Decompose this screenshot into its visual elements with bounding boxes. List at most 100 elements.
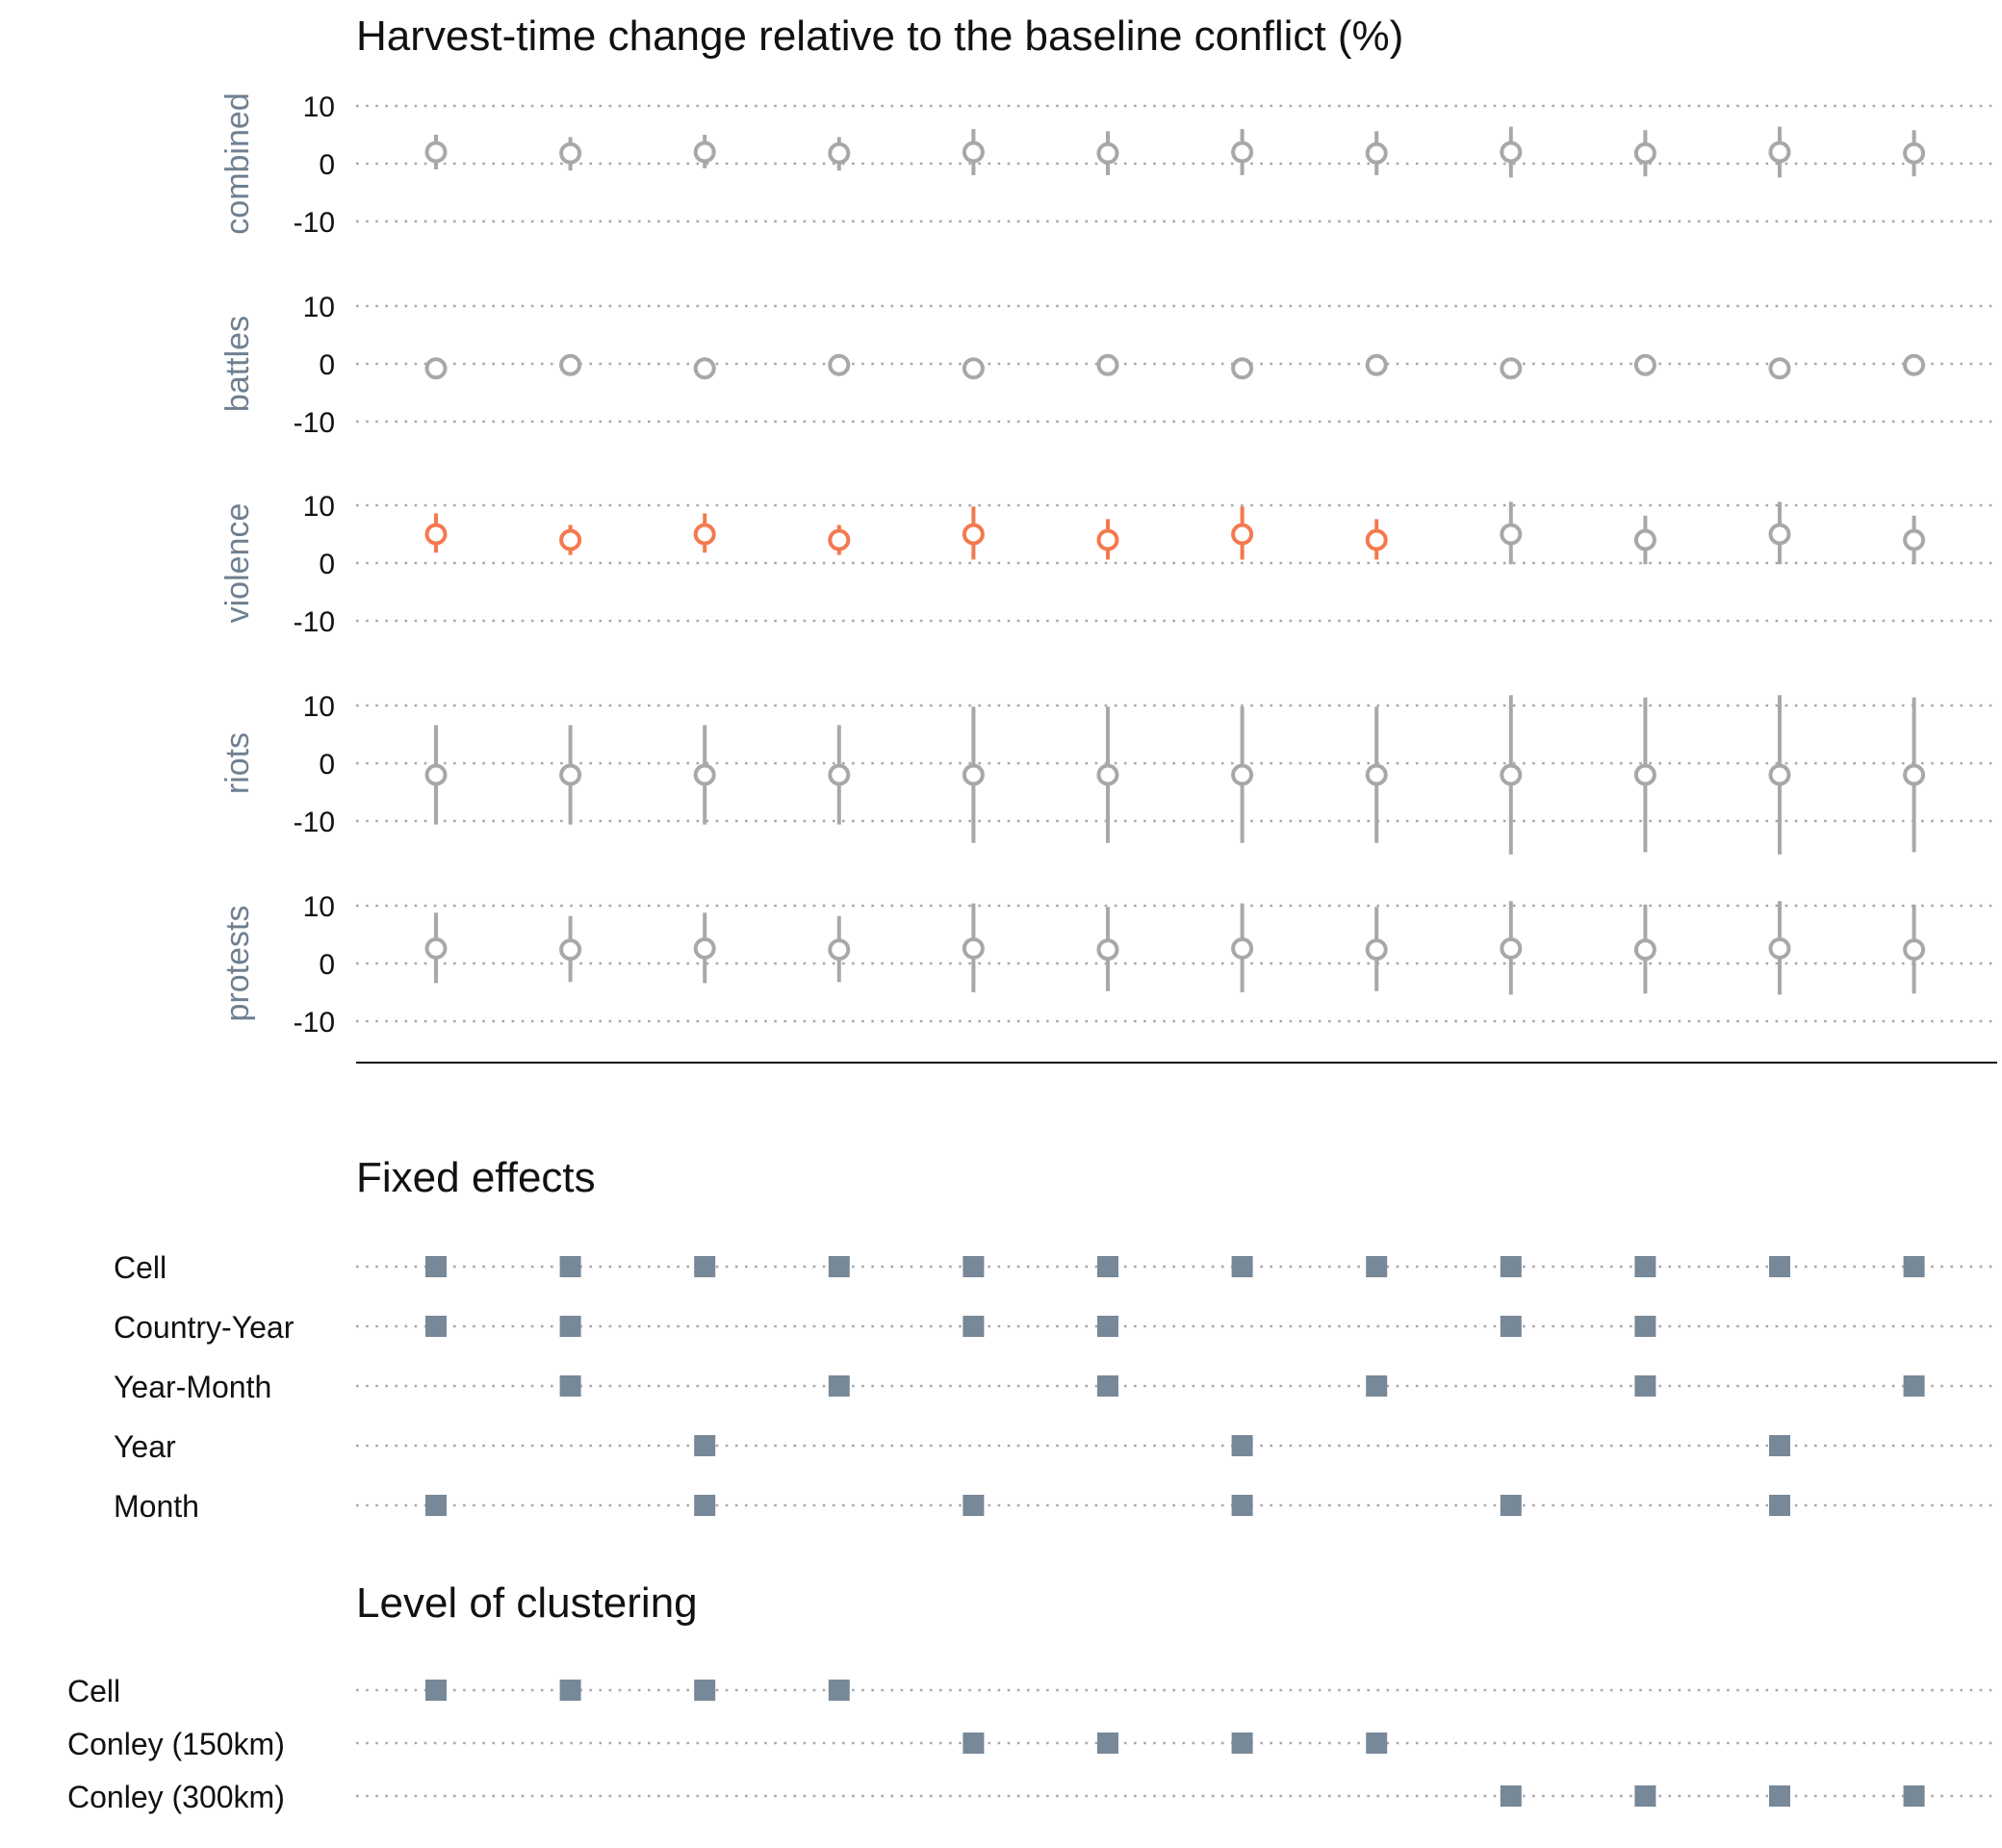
fixed-effects-title: Fixed effects [356, 1154, 596, 1201]
point-estimate [1500, 141, 1523, 164]
panel-label: violence [219, 503, 256, 624]
point-estimate [424, 763, 448, 786]
y-tick-label: 10 [303, 292, 335, 323]
point-estimate [962, 937, 985, 960]
spec-marker [1097, 1256, 1118, 1277]
point-estimate [1365, 763, 1388, 786]
spec-marker [962, 1256, 985, 1277]
point-estimate [1231, 141, 1254, 164]
spec-marker [425, 1316, 447, 1337]
point-estimate [1231, 937, 1254, 960]
spec-marker [1500, 1316, 1522, 1337]
point-estimate [559, 353, 582, 376]
point-estimate [828, 763, 851, 786]
point-estimate [1633, 938, 1656, 962]
panel-protests: 10 0 -10 protests [219, 891, 1992, 1039]
point-estimate [1096, 353, 1119, 376]
point-estimate [559, 763, 582, 786]
spec-marker [694, 1435, 716, 1456]
point-estimate [1768, 763, 1791, 786]
matrix-row: Cell [114, 1250, 1992, 1285]
spec-marker [1769, 1785, 1790, 1807]
point-estimate [1500, 763, 1523, 786]
spec-marker [559, 1375, 581, 1397]
matrix-row: Conley (300km) [67, 1780, 1992, 1814]
spec-marker [1903, 1375, 1925, 1397]
y-tick-label: 0 [319, 949, 335, 981]
row-label: Cell [67, 1674, 120, 1708]
spec-marker [559, 1316, 581, 1337]
point-estimate [1903, 763, 1926, 786]
panel-violence: 10 0 -10 violence [219, 491, 1992, 638]
spec-marker [1097, 1316, 1118, 1337]
clustering-matrix: Cell Conley (150km) Conley (300km) [67, 1674, 1992, 1814]
point-estimate [1365, 528, 1388, 552]
panel-combined: 10 0 -10 combined [219, 91, 1992, 239]
spec-marker [1769, 1495, 1790, 1516]
point-estimate [1633, 763, 1656, 786]
spec-marker [559, 1680, 581, 1701]
point-estimate [1633, 528, 1656, 552]
y-tick-label: 0 [319, 749, 335, 781]
point-estimate [693, 763, 716, 786]
panel-label: battles [219, 316, 256, 412]
spec-marker [425, 1495, 447, 1516]
point-estimate [1500, 523, 1523, 546]
point-estimate [1365, 353, 1388, 376]
point-estimate [1903, 938, 1926, 962]
point-estimate [424, 141, 448, 164]
point-estimate [1231, 357, 1254, 380]
point-estimate [962, 523, 985, 546]
point-estimate [828, 528, 851, 552]
spec-marker [559, 1256, 581, 1277]
estimate-panels: 10 0 -10 combined 10 0 -10 battles 10 0 -10 violenc… [219, 91, 1992, 1039]
point-estimate [1633, 353, 1656, 376]
point-estimate [828, 938, 851, 962]
spec-marker [1634, 1375, 1656, 1397]
spec-marker [1634, 1256, 1656, 1277]
spec-marker [962, 1495, 985, 1516]
spec-marker [1634, 1316, 1656, 1337]
panel-label: combined [219, 92, 256, 234]
panel-battles: 10 0 -10 battles [219, 292, 1992, 439]
y-tick-label: 0 [319, 149, 335, 181]
spec-marker [828, 1680, 850, 1701]
spec-marker [694, 1680, 716, 1701]
point-estimate [962, 141, 985, 164]
spec-marker [962, 1732, 985, 1754]
spec-marker [1903, 1256, 1925, 1277]
point-estimate [693, 357, 716, 380]
point-estimate [1096, 141, 1119, 165]
spec-marker [1366, 1256, 1388, 1277]
y-tick-label: 0 [319, 549, 335, 580]
row-label: Cell [114, 1250, 167, 1285]
point-estimate [559, 528, 582, 552]
spec-marker [425, 1256, 447, 1277]
spec-marker [1769, 1256, 1790, 1277]
spec-marker [1769, 1435, 1790, 1456]
row-label: Conley (150km) [67, 1727, 285, 1761]
spec-marker [1366, 1732, 1388, 1754]
row-label: Country-Year [114, 1310, 295, 1345]
matrix-row: Month [114, 1489, 1992, 1524]
point-estimate [1096, 938, 1119, 962]
point-estimate [1768, 937, 1791, 960]
spec-marker [1231, 1256, 1253, 1277]
point-estimate [1231, 763, 1254, 786]
y-tick-label: -10 [294, 606, 335, 638]
spec-marker [425, 1680, 447, 1701]
matrix-row: Year-Month [114, 1370, 1992, 1404]
point-estimate [693, 523, 716, 546]
point-estimate [1365, 938, 1388, 962]
spec-marker [1097, 1732, 1118, 1754]
point-estimate [1903, 528, 1926, 552]
point-estimate [828, 353, 851, 376]
row-label: Conley (300km) [67, 1780, 285, 1814]
point-estimate [1096, 763, 1119, 786]
spec-marker [962, 1316, 985, 1337]
panel-riots: 10 0 -10 riots [219, 691, 1992, 855]
matrix-row: Country-Year [114, 1310, 1992, 1345]
fixed-effects-matrix: Cell Country-Year Year-Month Year Month [114, 1250, 1992, 1524]
point-estimate [1903, 141, 1926, 165]
spec-marker [1231, 1435, 1253, 1456]
